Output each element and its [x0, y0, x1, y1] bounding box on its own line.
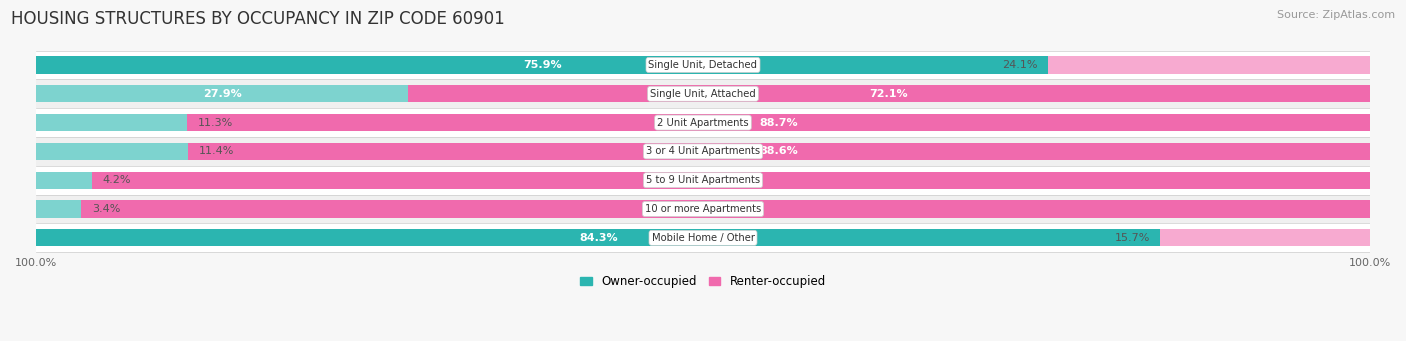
Bar: [37, 85, 408, 102]
Text: 11.4%: 11.4%: [198, 146, 235, 157]
Text: 88.7%: 88.7%: [759, 118, 797, 128]
Bar: [82, 201, 1369, 218]
Bar: [37, 79, 1369, 108]
Text: Single Unit, Detached: Single Unit, Detached: [648, 60, 758, 70]
Bar: [37, 137, 1369, 166]
Text: HOUSING STRUCTURES BY OCCUPANCY IN ZIP CODE 60901: HOUSING STRUCTURES BY OCCUPANCY IN ZIP C…: [11, 10, 505, 28]
Text: 27.9%: 27.9%: [202, 89, 242, 99]
Text: 75.9%: 75.9%: [523, 60, 561, 70]
Text: 4.2%: 4.2%: [103, 175, 131, 185]
Text: 24.1%: 24.1%: [1002, 60, 1038, 70]
Text: 3 or 4 Unit Apartments: 3 or 4 Unit Apartments: [645, 146, 761, 157]
Text: Source: ZipAtlas.com: Source: ZipAtlas.com: [1277, 10, 1395, 20]
Text: 84.3%: 84.3%: [579, 233, 617, 243]
Text: 95.8%: 95.8%: [711, 175, 751, 185]
Text: 10 or more Apartments: 10 or more Apartments: [645, 204, 761, 214]
Legend: Owner-occupied, Renter-occupied: Owner-occupied, Renter-occupied: [575, 270, 831, 293]
Bar: [37, 143, 188, 160]
Bar: [1049, 56, 1369, 74]
Text: 15.7%: 15.7%: [1115, 233, 1150, 243]
Text: 72.1%: 72.1%: [870, 89, 908, 99]
Bar: [37, 195, 1369, 223]
Bar: [37, 108, 1369, 137]
Text: Mobile Home / Other: Mobile Home / Other: [651, 233, 755, 243]
Bar: [37, 166, 1369, 195]
Bar: [37, 201, 82, 218]
Bar: [37, 114, 187, 131]
Bar: [93, 172, 1369, 189]
Bar: [188, 143, 1369, 160]
Text: 88.6%: 88.6%: [759, 146, 799, 157]
Bar: [37, 223, 1369, 252]
Text: 3.4%: 3.4%: [93, 204, 121, 214]
Text: 5 to 9 Unit Apartments: 5 to 9 Unit Apartments: [645, 175, 761, 185]
Bar: [408, 85, 1369, 102]
Bar: [37, 172, 93, 189]
Bar: [37, 50, 1369, 79]
Text: 96.6%: 96.6%: [706, 204, 745, 214]
Bar: [37, 56, 1049, 74]
Bar: [1160, 229, 1369, 247]
Bar: [187, 114, 1369, 131]
Text: Single Unit, Attached: Single Unit, Attached: [650, 89, 756, 99]
Bar: [37, 229, 1160, 247]
Text: 2 Unit Apartments: 2 Unit Apartments: [657, 118, 749, 128]
Text: 11.3%: 11.3%: [197, 118, 233, 128]
